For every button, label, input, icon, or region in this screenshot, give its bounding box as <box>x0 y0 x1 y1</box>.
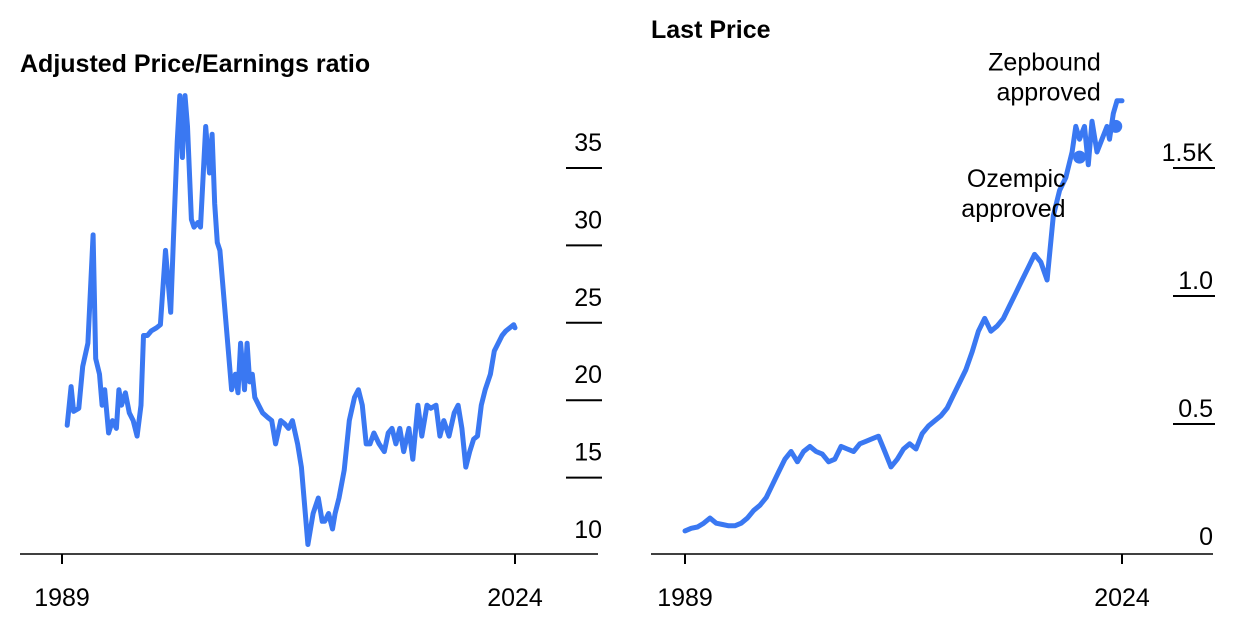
pe-chart-title: Adjusted Price/Earnings ratio <box>20 50 370 78</box>
price-chart-ytick-label: 1.5K <box>1162 139 1214 167</box>
pe-chart-ytick-label: 30 <box>574 206 602 234</box>
pe-chart-ytick-label: 25 <box>574 284 602 312</box>
price-chart-xtick-label: 2024 <box>1094 584 1150 612</box>
price-chart-ytick-label: 1.0 <box>1178 267 1213 295</box>
pe-chart-xtick-label: 2024 <box>487 584 543 612</box>
annotation-marker <box>1109 119 1123 133</box>
pe-chart-series-line <box>64 93 518 547</box>
price-chart-series-line <box>682 98 1125 534</box>
price-chart-ytick-label: 0 <box>1199 523 1213 551</box>
pe-chart-ytick-label: 10 <box>574 516 602 544</box>
annotation-label: Ozempic <box>967 165 1066 193</box>
price-chart-xtick-label: 1989 <box>657 584 713 612</box>
annotation-label: Zepbound <box>988 48 1101 76</box>
annotation-label: approved <box>997 78 1101 106</box>
price-chart-title: Last Price <box>651 16 771 44</box>
annotation-label: approved <box>961 195 1065 223</box>
pe-chart-ytick-label: 15 <box>574 439 602 467</box>
pe-chart: Adjusted Price/Earnings ratio 10 15 20 25 30 3… <box>20 50 602 612</box>
pe-chart-ytick-label: 20 <box>574 361 602 389</box>
pe-chart-ytick-label: 35 <box>574 129 602 157</box>
price-chart-ytick-label: 0.5 <box>1178 395 1213 423</box>
pe-chart-xtick-label: 1989 <box>34 584 90 612</box>
annotation-marker <box>1073 150 1087 164</box>
